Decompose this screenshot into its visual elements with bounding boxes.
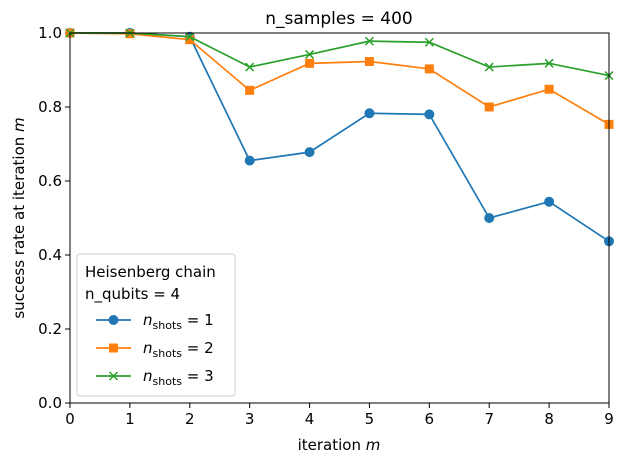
series-layer — [65, 28, 614, 247]
data-point — [305, 58, 315, 68]
x-tick-label: 7 — [484, 410, 494, 428]
data-point — [185, 32, 195, 42]
legend-title-line2: n_qubits = 4 — [85, 285, 180, 304]
data-point — [484, 62, 494, 72]
x-axis-label-text: iteration — [298, 436, 366, 454]
legend-label-n: n — [143, 311, 153, 329]
x-axis-label-var: m — [366, 436, 381, 454]
series-2 — [65, 28, 614, 129]
legend-label-sub: shots — [153, 347, 183, 360]
legend-label-eq: = 3 — [182, 367, 214, 385]
chart-title: n_samples = 400 — [265, 9, 412, 29]
legend-label-eq: = 2 — [182, 339, 214, 357]
x-tick-label: 1 — [125, 410, 135, 428]
legend: Heisenberg chain n_qubits = 4 nshots = 1… — [76, 253, 236, 397]
x-tick-label: 6 — [425, 410, 435, 428]
legend-entry: nshots = 2 — [96, 339, 214, 360]
x-axis-label: iteration m — [298, 436, 381, 454]
legend-label-sub: shots — [153, 375, 183, 388]
data-point — [544, 58, 554, 68]
legend-label-eq: = 1 — [182, 311, 214, 329]
axis-ticks: 0 1 2 3 4 5 6 7 8 9 0.0 0.2 0.4 0.6 0.8 1.0 — [38, 24, 614, 428]
legend-label-n: n — [143, 367, 153, 385]
legend-marker — [108, 371, 119, 381]
y-tick-label: 0.2 — [38, 320, 62, 338]
legend-marker — [108, 315, 119, 325]
y-tick-label: 0.8 — [38, 98, 62, 116]
data-point — [544, 196, 555, 207]
legend-label-n: n — [143, 339, 153, 357]
data-point — [424, 109, 435, 120]
y-tick-label: 1.0 — [38, 24, 62, 42]
y-axis-label-text: success rate at iteration — [10, 132, 28, 319]
data-point — [364, 108, 375, 119]
y-axis-label-var: m — [10, 117, 28, 132]
legend-marker — [109, 343, 118, 353]
legend-label: nshots = 2 — [143, 339, 214, 360]
legend-label: nshots = 3 — [143, 367, 214, 388]
x-tick-label: 3 — [245, 410, 255, 428]
data-point — [364, 56, 374, 66]
series-3 — [65, 28, 614, 81]
y-axis-label: success rate at iteration m — [10, 117, 28, 318]
y-tick-label: 0.0 — [38, 394, 62, 412]
data-point — [245, 85, 255, 95]
data-point — [244, 155, 255, 166]
x-tick-label: 5 — [365, 410, 375, 428]
legend-box — [76, 253, 236, 397]
series-line — [70, 32, 610, 77]
y-tick-label: 0.4 — [38, 246, 62, 264]
y-tick-label: 0.6 — [38, 172, 62, 190]
x-tick-label: 9 — [604, 410, 614, 428]
plot-frame — [69, 32, 610, 404]
data-point — [484, 213, 495, 223]
data-point — [424, 37, 434, 47]
legend-label: nshots = 1 — [143, 311, 214, 332]
legend-label-sub: shots — [153, 319, 183, 332]
legend-entry: nshots = 3 — [96, 367, 214, 388]
x-tick-label: 8 — [544, 410, 554, 428]
data-point — [484, 102, 494, 112]
x-tick-label: 4 — [305, 410, 315, 428]
data-point — [424, 64, 434, 74]
series-1 — [65, 28, 614, 247]
data-point — [304, 147, 315, 158]
legend-title-line1: Heisenberg chain — [85, 263, 216, 281]
data-point — [364, 36, 374, 46]
data-point — [544, 84, 554, 94]
data-point — [305, 49, 315, 59]
data-point — [245, 62, 255, 72]
legend-entry: nshots = 1 — [96, 311, 214, 332]
x-tick-label: 2 — [185, 410, 195, 428]
x-tick-label: 0 — [65, 410, 75, 428]
series-line — [69, 32, 610, 126]
